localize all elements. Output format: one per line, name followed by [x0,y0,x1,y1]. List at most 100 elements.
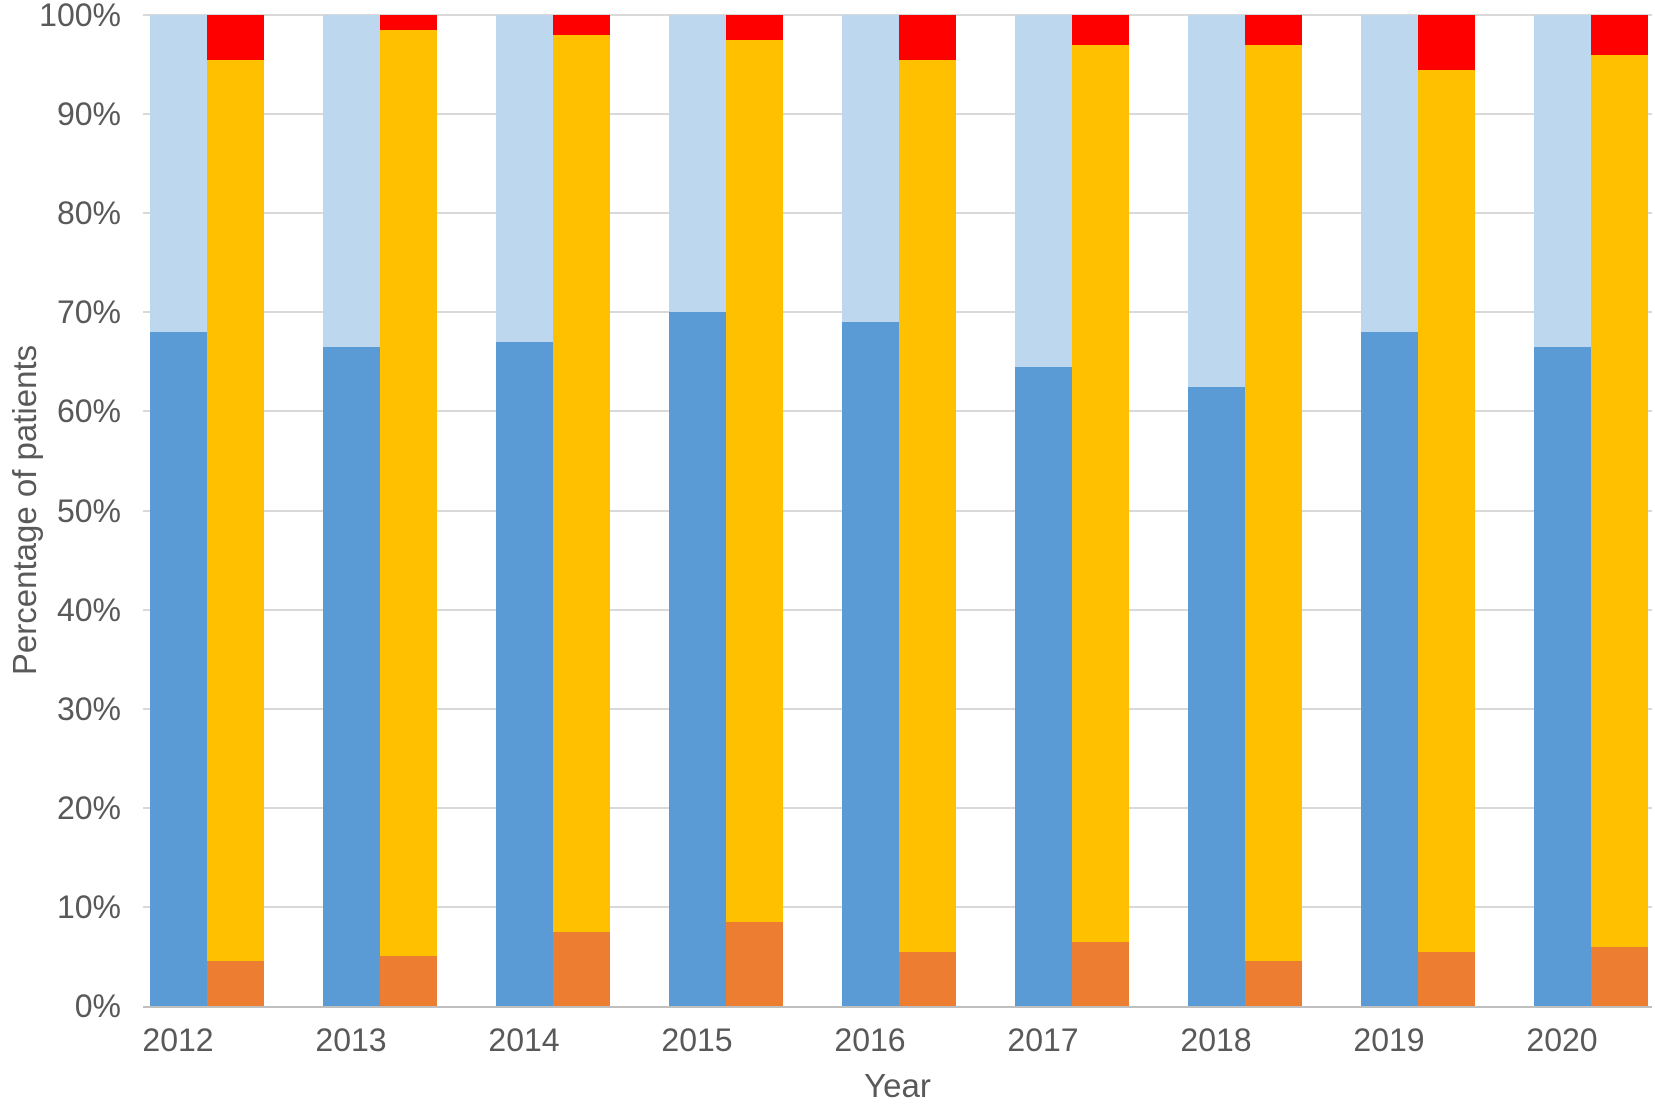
stacked-bar-right-bar [1072,15,1129,1006]
bar-segment-red [899,15,956,60]
y-tick-label: 60% [56,393,121,430]
x-tick-label: 2012 [142,1022,214,1058]
bar-pair-2018 [1188,15,1302,1006]
bar-pair-2020 [1534,15,1648,1006]
x-axis-title: Year [864,1067,931,1104]
bar-segment-gold [899,59,956,952]
bar-segment-gold [726,39,783,922]
bar-segment-red [1072,15,1129,45]
bar-segment-dark-blue [1015,366,1072,1006]
bar-pair-2013 [323,15,437,1006]
bar-segment-gold [1591,54,1648,947]
y-tick-label: 90% [56,96,121,133]
bar-pair-2015 [669,15,783,1006]
stacked-bar-right-bar [1591,15,1648,1006]
bar-segment-dark-blue [1188,386,1245,1006]
y-tick-label: 30% [56,690,121,727]
x-label-cell-2012: 2012 [142,1020,264,1062]
stacked-bar-left-bar [150,15,207,1006]
bar-segment-light-blue [1015,15,1072,367]
bar-segment-gold [553,34,610,932]
bar-segment-light-blue [1534,15,1591,347]
stacked-bar-right-bar [899,15,956,1006]
plot-area [143,14,1652,1008]
bar-pair-2017 [1015,15,1129,1006]
y-tick-label: 10% [56,888,121,925]
bar-segment-light-blue [496,15,553,343]
stacked-bar-left-bar [496,15,553,1006]
x-label-cell-2017: 2017 [1007,1020,1129,1062]
bar-segment-orange [553,931,610,1006]
stacked-bar-left-bar [1361,15,1418,1006]
x-label-cell-2018: 2018 [1180,1020,1302,1062]
stacked-bar-right-bar [207,15,264,1006]
bar-segment-orange [1072,941,1129,1006]
bar-segment-orange [1591,946,1648,1006]
bar-segment-light-blue [669,15,726,313]
stacked-bar-left-bar [1015,15,1072,1006]
bar-pair-2019 [1361,15,1475,1006]
bar-segment-dark-blue [323,347,380,1006]
bar-segment-dark-blue [496,342,553,1006]
bar-segment-orange [1245,961,1302,1006]
x-tick-label: 2018 [1180,1022,1252,1058]
x-label-cell-2019: 2019 [1353,1020,1475,1062]
stacked-bar-left-bar [1534,15,1591,1006]
stacked-bar-left-bar [323,15,380,1006]
bar-segment-red [207,15,264,60]
bar-segment-dark-blue [150,332,207,1006]
bar-segment-gold [1072,44,1129,942]
bar-segment-light-blue [150,15,207,333]
bar-segment-gold [380,29,437,957]
bar-segment-light-blue [1188,15,1245,387]
bar-pair-2016 [842,15,956,1006]
bar-segment-orange [1418,951,1475,1006]
gridline-100 [143,14,1652,16]
bar-segment-orange [207,961,264,1006]
stacked-bar-left-bar [669,15,726,1006]
x-tick-label: 2020 [1526,1022,1598,1058]
stacked-bar-left-bar [842,15,899,1006]
bar-segment-dark-blue [842,322,899,1006]
bar-segment-red [1245,15,1302,45]
x-tick-label: 2013 [315,1022,387,1058]
x-tick-label: 2019 [1353,1022,1425,1058]
y-tick-label: 20% [56,789,121,826]
stacked-bar-right-bar [1418,15,1475,1006]
bar-segment-gold [1418,69,1475,952]
bar-segment-dark-blue [1534,347,1591,1006]
x-tick-label: 2015 [661,1022,733,1058]
x-label-cell-2013: 2013 [315,1020,437,1062]
y-tick-label: 70% [56,294,121,331]
stacked-bar-right-bar [1245,15,1302,1006]
x-axis-labels: 2012 2013 2014 2015 2016 2017 2018 2019 2020 [142,1020,1652,1062]
bar-segment-light-blue [842,15,899,323]
bar-segment-dark-blue [669,312,726,1006]
x-tick-label: 2017 [1007,1022,1079,1058]
bar-segment-gold [207,59,264,962]
x-tick-label: 2014 [488,1022,560,1058]
x-label-cell-2016: 2016 [834,1020,956,1062]
bar-segment-red [1418,15,1475,70]
bar-segment-red [1591,15,1648,55]
y-tick-label: 50% [56,492,121,529]
x-label-cell-2020: 2020 [1526,1020,1648,1062]
bar-segment-red [380,15,437,30]
bar-segment-gold [1245,44,1302,962]
stacked-bar-right-bar [553,15,610,1006]
bar-segment-orange [380,956,437,1006]
stacked-bar-left-bar [1188,15,1245,1006]
bar-pair-2012 [150,15,264,1006]
bar-segment-light-blue [1361,15,1418,333]
bar-segment-orange [899,951,956,1006]
bar-segment-dark-blue [1361,332,1418,1006]
bar-segment-red [726,15,783,40]
y-tick-label: 40% [56,591,121,628]
bars [143,15,1652,1006]
y-tick-label: 100% [39,0,121,33]
y-axis-labels: 0% 10% 20% 30% 40% 50% 60% 70% 80% 90% 100% [0,0,121,1024]
stacked-bar-right-bar [380,15,437,1006]
bar-segment-red [553,15,610,35]
y-tick-label: 0% [74,988,121,1024]
